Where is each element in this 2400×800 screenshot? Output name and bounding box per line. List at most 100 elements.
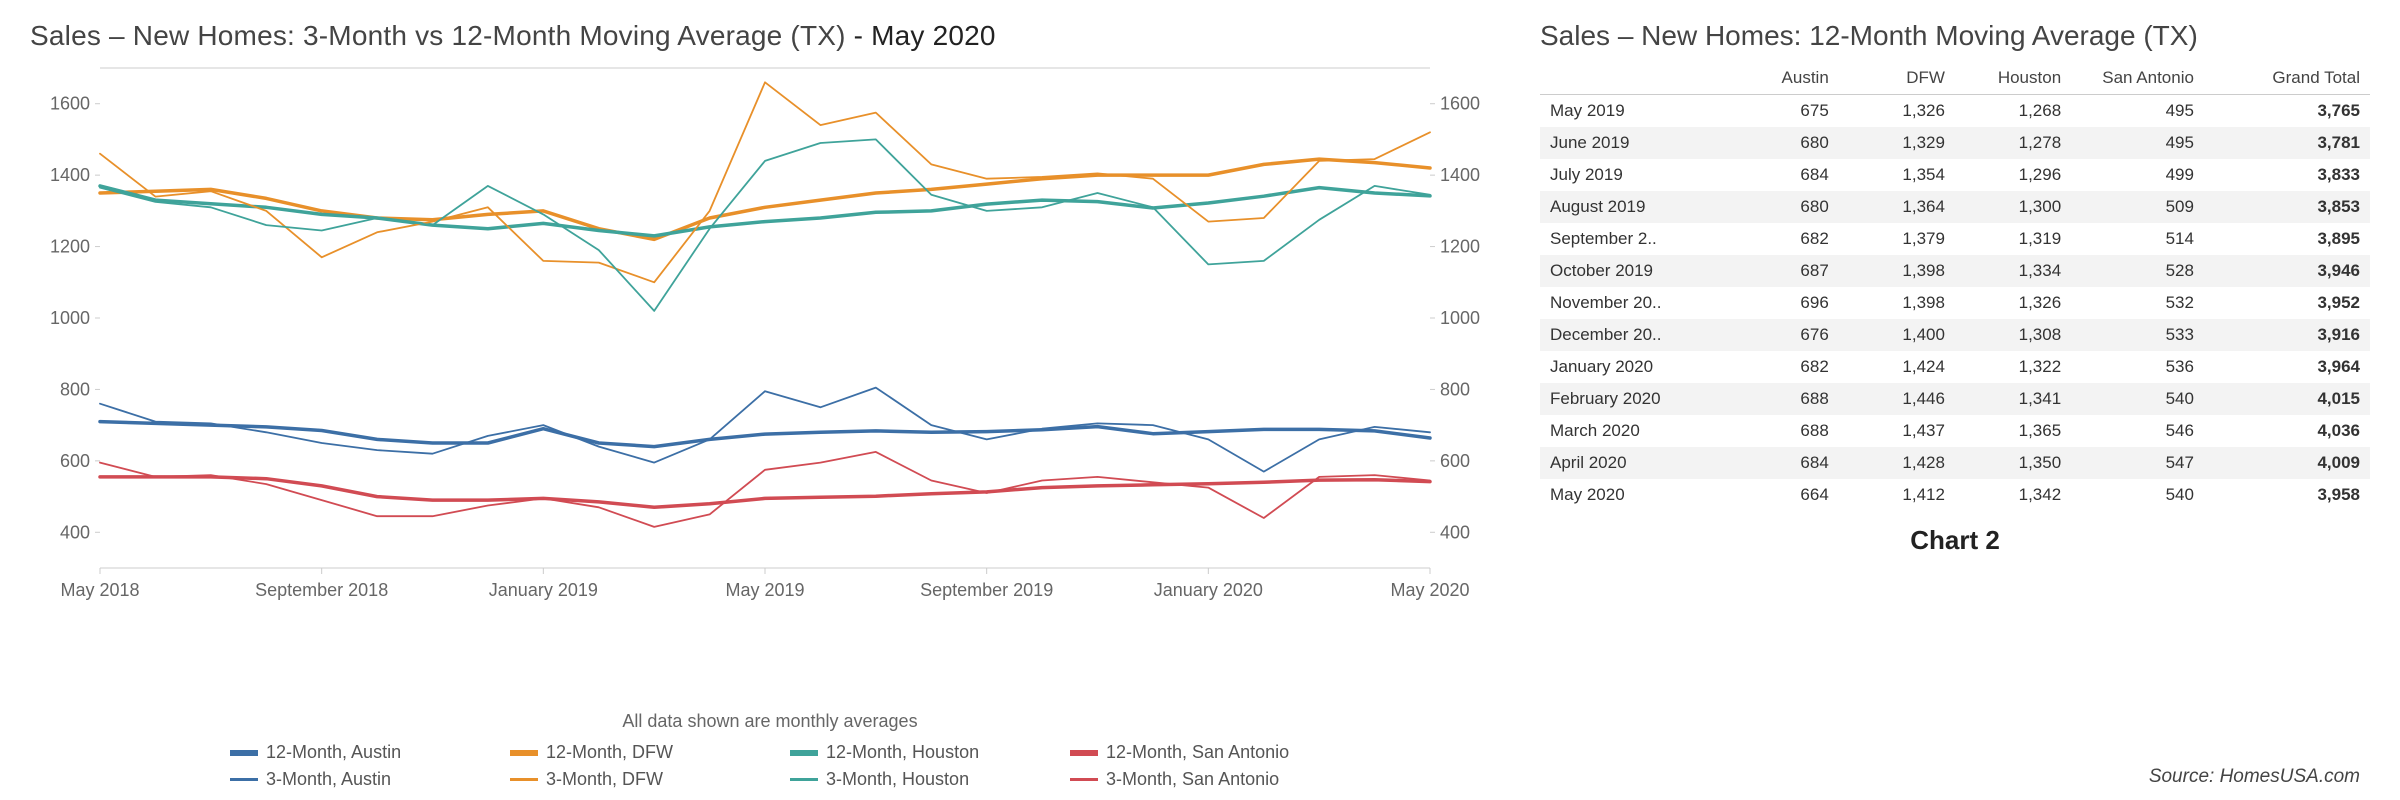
table-cell: 688 xyxy=(1723,415,1839,447)
table-cell: 1,308 xyxy=(1955,319,2071,351)
legend-item: 3-Month, Houston xyxy=(790,769,1030,790)
table-cell: 1,319 xyxy=(1955,223,2071,255)
table-row: May 20196751,3261,2684953,765 xyxy=(1540,95,2370,128)
svg-text:May 2020: May 2020 xyxy=(1390,580,1469,600)
row-label: November 20.. xyxy=(1540,287,1723,319)
table-cell: 3,833 xyxy=(2204,159,2370,191)
svg-text:800: 800 xyxy=(60,379,90,399)
table-cell: 684 xyxy=(1723,159,1839,191)
table-cell: 509 xyxy=(2071,191,2204,223)
table-row: October 20196871,3981,3345283,946 xyxy=(1540,255,2370,287)
table-cell: 533 xyxy=(2071,319,2204,351)
row-label: September 2.. xyxy=(1540,223,1723,255)
table-row: November 20..6961,3981,3265323,952 xyxy=(1540,287,2370,319)
table-cell: 1,326 xyxy=(1955,287,2071,319)
chart-title-suffix: - May 2020 xyxy=(846,20,996,51)
data-table: AustinDFWHoustonSan AntonioGrand TotalMa… xyxy=(1540,62,2370,511)
table-cell: 3,946 xyxy=(2204,255,2370,287)
table-row: June 20196801,3291,2784953,781 xyxy=(1540,127,2370,159)
svg-text:1600: 1600 xyxy=(1440,94,1480,114)
svg-text:1200: 1200 xyxy=(50,237,90,257)
legend-item: 12-Month, San Antonio xyxy=(1070,742,1310,763)
table-col-header: Grand Total xyxy=(2204,62,2370,95)
table-cell: 1,300 xyxy=(1955,191,2071,223)
table-cell: 3,916 xyxy=(2204,319,2370,351)
table-row: July 20196841,3541,2964993,833 xyxy=(1540,159,2370,191)
row-label: April 2020 xyxy=(1540,447,1723,479)
svg-text:600: 600 xyxy=(60,451,90,471)
table-cell: 4,009 xyxy=(2204,447,2370,479)
table-cell: 1,354 xyxy=(1839,159,1955,191)
table-cell: 1,341 xyxy=(1955,383,2071,415)
table-col-header: Austin xyxy=(1723,62,1839,95)
table-cell: 532 xyxy=(2071,287,2204,319)
chart-title: Sales – New Homes: 3-Month vs 12-Month M… xyxy=(30,20,1510,52)
row-label: June 2019 xyxy=(1540,127,1723,159)
line-chart: 4004006006008008001000100012001200140014… xyxy=(30,58,1510,709)
table-cell: 546 xyxy=(2071,415,2204,447)
table-cell: 1,350 xyxy=(1955,447,2071,479)
table-row: May 20206641,4121,3425403,958 xyxy=(1540,479,2370,511)
table-cell: 682 xyxy=(1723,223,1839,255)
row-label: October 2019 xyxy=(1540,255,1723,287)
table-cell: 4,015 xyxy=(2204,383,2370,415)
chart-subtitle: All data shown are monthly averages xyxy=(30,711,1510,732)
row-label: January 2020 xyxy=(1540,351,1723,383)
table-cell: 688 xyxy=(1723,383,1839,415)
legend-item: 12-Month, Houston xyxy=(790,742,1030,763)
table-col-header: Houston xyxy=(1955,62,2071,95)
table-cell: 3,958 xyxy=(2204,479,2370,511)
svg-text:September 2019: September 2019 xyxy=(920,580,1053,600)
legend-item: 12-Month, DFW xyxy=(510,742,750,763)
svg-text:January 2020: January 2020 xyxy=(1154,580,1263,600)
table-cell: 1,326 xyxy=(1839,95,1955,128)
svg-text:1200: 1200 xyxy=(1440,237,1480,257)
table-cell: 536 xyxy=(2071,351,2204,383)
table-cell: 684 xyxy=(1723,447,1839,479)
table-cell: 680 xyxy=(1723,191,1839,223)
svg-text:1400: 1400 xyxy=(1440,165,1480,185)
table-cell: 1,398 xyxy=(1839,255,1955,287)
svg-text:400: 400 xyxy=(60,522,90,542)
svg-text:400: 400 xyxy=(1440,522,1470,542)
chart-panel: Sales – New Homes: 3-Month vs 12-Month M… xyxy=(30,20,1510,790)
chart-title-main: Sales – New Homes: 3-Month vs 12-Month M… xyxy=(30,20,846,51)
table-cell: 1,379 xyxy=(1839,223,1955,255)
table-cell: 687 xyxy=(1723,255,1839,287)
legend-item: 3-Month, Austin xyxy=(230,769,470,790)
table-cell: 1,446 xyxy=(1839,383,1955,415)
table-cell: 1,296 xyxy=(1955,159,2071,191)
table-cell: 1,322 xyxy=(1955,351,2071,383)
legend-item: 3-Month, San Antonio xyxy=(1070,769,1310,790)
table-row: April 20206841,4281,3505474,009 xyxy=(1540,447,2370,479)
table-title: Sales – New Homes: 12-Month Moving Avera… xyxy=(1540,20,2370,52)
svg-text:January 2019: January 2019 xyxy=(489,580,598,600)
legend-item: 3-Month, DFW xyxy=(510,769,750,790)
svg-text:1600: 1600 xyxy=(50,94,90,114)
svg-text:800: 800 xyxy=(1440,379,1470,399)
table-cell: 1,364 xyxy=(1839,191,1955,223)
row-label: March 2020 xyxy=(1540,415,1723,447)
table-cell: 675 xyxy=(1723,95,1839,128)
table-cell: 3,895 xyxy=(2204,223,2370,255)
table-cell: 1,412 xyxy=(1839,479,1955,511)
table-cell: 540 xyxy=(2071,479,2204,511)
table-cell: 1,424 xyxy=(1839,351,1955,383)
svg-text:600: 600 xyxy=(1440,451,1470,471)
table-cell: 1,342 xyxy=(1955,479,2071,511)
row-label: May 2019 xyxy=(1540,95,1723,128)
table-cell: 3,765 xyxy=(2204,95,2370,128)
table-panel: Sales – New Homes: 12-Month Moving Avera… xyxy=(1510,20,2370,790)
table-row: August 20196801,3641,3005093,853 xyxy=(1540,191,2370,223)
table-cell: 4,036 xyxy=(2204,415,2370,447)
svg-text:1400: 1400 xyxy=(50,165,90,185)
svg-text:1000: 1000 xyxy=(1440,308,1480,328)
table-cell: 540 xyxy=(2071,383,2204,415)
table-cell: 1,400 xyxy=(1839,319,1955,351)
legend-item: 12-Month, Austin xyxy=(230,742,470,763)
table-cell: 680 xyxy=(1723,127,1839,159)
table-row: December 20..6761,4001,3085333,916 xyxy=(1540,319,2370,351)
chart-number-label: Chart 2 xyxy=(1540,525,2370,556)
table-cell: 664 xyxy=(1723,479,1839,511)
chart-legend: 12-Month, Austin 12-Month, DFW 12-Month, H… xyxy=(30,742,1510,790)
